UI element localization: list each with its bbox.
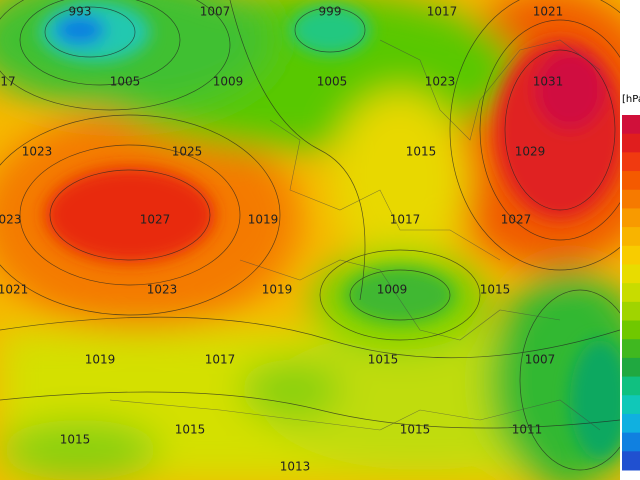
colorbar-step: [622, 376, 640, 396]
contour-label: 1017: [390, 213, 421, 227]
contour-label: 1007: [525, 353, 556, 367]
colorbar-step: [622, 451, 640, 471]
colorbar-step: [622, 357, 640, 378]
colorbar-step: [622, 189, 640, 209]
contour-label: 1015: [400, 423, 431, 437]
contour-label: 1023: [147, 283, 178, 297]
contour-label: 1029: [515, 145, 546, 159]
contour-label: 999: [319, 5, 342, 19]
colorbar-step: [622, 115, 640, 135]
contour-label: 1017: [205, 353, 236, 367]
contour-label: 1021: [533, 5, 564, 19]
contour-label: 1019: [248, 213, 279, 227]
contour-label: 1005: [317, 75, 348, 89]
colorbar-step: [622, 208, 640, 228]
colorbar-step: [622, 283, 640, 303]
contour-label: 1015: [480, 283, 511, 297]
contour-label: 1015: [406, 145, 437, 159]
contour-label: 1025: [172, 145, 203, 159]
contour-labels: 993 1007 999 1017 1021 17 1005 1009 1005 1023 1031…: [0, 5, 563, 474]
colorbar-step: [622, 413, 640, 434]
colorbar-step: [622, 264, 640, 284]
contour-label: 023: [0, 213, 21, 227]
colorbar-step: [622, 133, 640, 153]
colorbar-step: [622, 320, 640, 340]
colorbar-step: [622, 432, 640, 452]
contour-label: 1027: [501, 213, 532, 227]
contour-label: 1019: [85, 353, 116, 367]
contour-label: 1023: [22, 145, 53, 159]
colorbar-step: [622, 171, 640, 191]
colorbar-step: [622, 339, 640, 359]
unit-label: [hPa: [622, 94, 640, 105]
colorbar-step: [622, 301, 640, 322]
contour-label: 1009: [377, 283, 408, 297]
colorbar-step: [622, 395, 640, 415]
colorbar-step: [622, 227, 640, 247]
colorbar: [hPa: [622, 94, 640, 471]
contour-label: 1027: [140, 213, 171, 227]
contour-label: 1005: [110, 75, 141, 89]
contour-label: 1015: [175, 423, 206, 437]
contour-label: 1017: [427, 5, 458, 19]
contour-label: 1019: [262, 283, 293, 297]
contour-label: 1031: [533, 75, 564, 89]
contour-label: 1015: [60, 433, 91, 447]
contour-label: 1007: [200, 5, 231, 19]
contour-label: 1013: [280, 460, 311, 474]
contour-label: 1021: [0, 283, 28, 297]
contour-label: 1023: [425, 75, 456, 89]
colorbar-step: [622, 152, 640, 172]
contour-label: 1011: [512, 423, 543, 437]
contour-label: 17: [0, 75, 15, 89]
contour-label: 1015: [368, 353, 399, 367]
contour-label: 993: [69, 5, 92, 19]
contour-label: 1009: [213, 75, 244, 89]
colorbar-step: [622, 245, 640, 265]
